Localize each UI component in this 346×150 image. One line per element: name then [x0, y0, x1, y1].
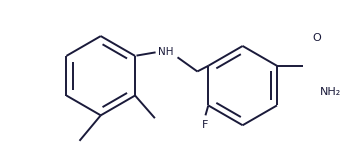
- Text: NH₂: NH₂: [319, 87, 341, 97]
- Text: F: F: [202, 120, 209, 130]
- Text: O: O: [312, 33, 321, 43]
- Text: NH: NH: [158, 47, 174, 57]
